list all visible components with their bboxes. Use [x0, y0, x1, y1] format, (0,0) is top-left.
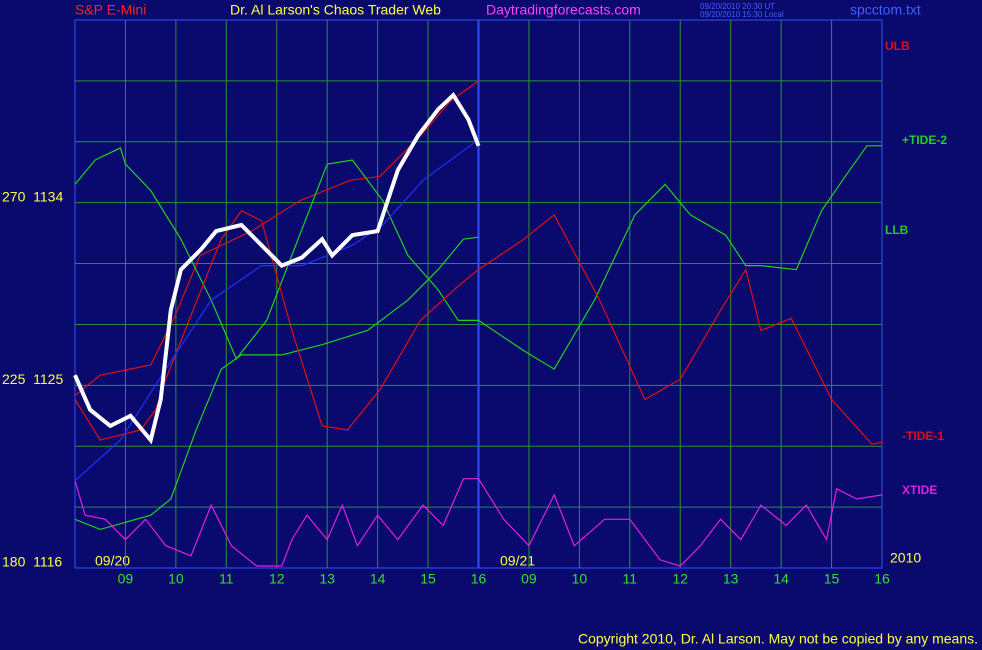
- legend-label: +TIDE-2: [902, 133, 947, 147]
- series-line: [74, 80, 479, 396]
- x-tick-label: 09: [521, 571, 537, 587]
- time-ut: 09/20/2010 20:30 UT: [700, 2, 775, 11]
- legend-label: LLB: [885, 223, 909, 237]
- x-tick-label: 14: [773, 571, 789, 587]
- site: Daytradingforecasts.com: [486, 2, 641, 18]
- x-tick-label: 09: [118, 571, 134, 587]
- x-tick-label: 15: [420, 571, 436, 587]
- legend-label: ULB: [885, 39, 910, 53]
- legend-label: -TIDE-1: [902, 429, 944, 443]
- series-line: [74, 236, 479, 531]
- year-label: 2010: [890, 550, 921, 566]
- x-tick-label: 10: [168, 571, 184, 587]
- y-tick-label: 225 1125: [2, 371, 63, 387]
- time-local: 09/20/2010 15:30 Local: [700, 10, 784, 19]
- x-tick-label: 10: [572, 571, 588, 587]
- x-tick-label: 11: [623, 571, 638, 587]
- series-line: [74, 478, 883, 567]
- x-tick-label: 12: [672, 571, 688, 587]
- x-tick-label: 13: [723, 571, 739, 587]
- x-tick-label: 13: [319, 571, 335, 587]
- copyright: Copyright 2010, Dr. Al Larson. May not b…: [578, 631, 978, 647]
- date-label: 09/20: [95, 553, 130, 569]
- date-label: 09/21: [500, 553, 535, 569]
- x-tick-label: 11: [219, 571, 234, 587]
- y-tick-label: 180 1116: [2, 554, 62, 570]
- x-tick-label: 12: [269, 571, 285, 587]
- chart-title: Dr. Al Larson's Chaos Trader Web: [230, 2, 441, 18]
- series-line: [73, 91, 481, 445]
- file-name: spcctom.txt: [850, 2, 921, 18]
- y-tick-label: 270 1134: [2, 188, 63, 204]
- x-tick-label: 16: [874, 571, 890, 587]
- x-tick-label: 16: [471, 571, 487, 587]
- instrument: S&P E-Mini: [75, 2, 146, 18]
- legend-label: XTIDE: [902, 483, 937, 497]
- x-tick-label: 14: [370, 571, 386, 587]
- series-line: [74, 210, 883, 445]
- series-line: [74, 145, 882, 370]
- x-tick-label: 15: [824, 571, 840, 587]
